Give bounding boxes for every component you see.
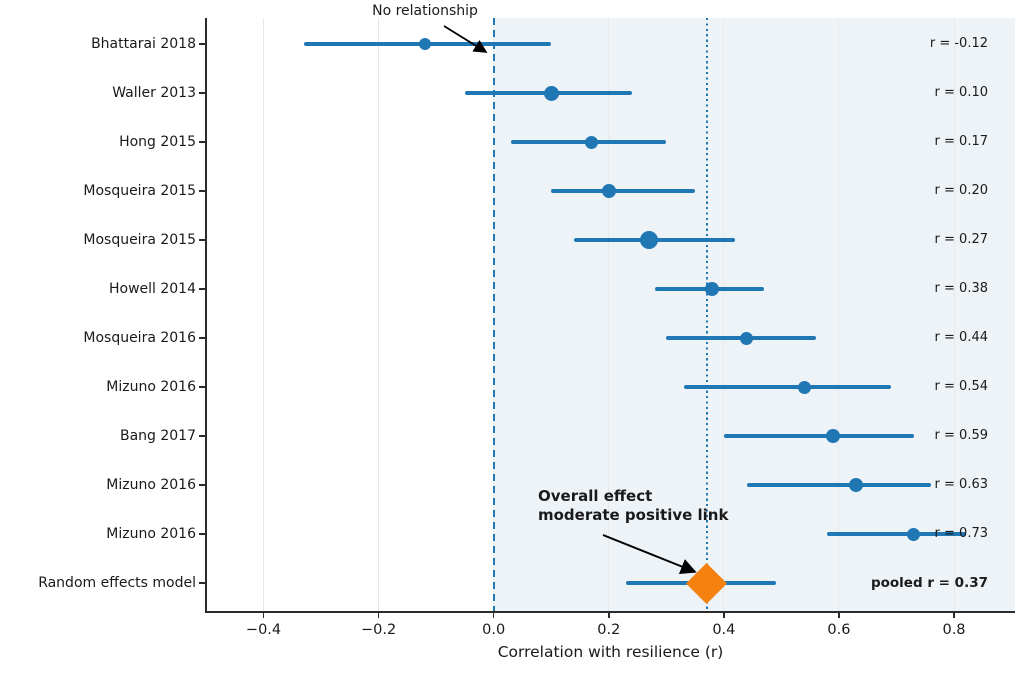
no-relationship-arrow	[443, 25, 488, 53]
y-tick-mark	[199, 92, 206, 94]
ci-error-bar	[827, 532, 966, 536]
r-value-label: r = 0.27	[934, 232, 988, 247]
y-tick-mark	[199, 435, 206, 437]
effect-size-marker	[849, 478, 864, 492]
effect-size-marker	[705, 282, 720, 296]
overall-effect-line1: Overall effect	[538, 487, 653, 505]
effect-size-marker	[585, 135, 598, 149]
study-label: Howell 2014	[108, 281, 196, 297]
study-label: Mizuno 2016	[106, 379, 196, 395]
r-value-label: r = 0.59	[934, 428, 988, 443]
overall-effect-arrow	[602, 534, 697, 574]
study-label: Mizuno 2016	[106, 526, 196, 542]
r-value-label: r = 0.63	[934, 477, 988, 492]
effect-size-marker	[640, 231, 659, 249]
pooled-effect-line	[705, 18, 708, 611]
x-tick-mark	[953, 612, 955, 618]
y-tick-mark	[199, 43, 206, 45]
x-tick-label: 0.2	[597, 622, 621, 638]
ci-error-bar	[723, 434, 914, 438]
y-tick-mark	[199, 533, 206, 535]
y-tick-mark	[199, 337, 206, 339]
study-label: Mosqueira 2016	[83, 330, 196, 346]
pooled-row-label: Random effects model	[38, 575, 196, 591]
gridline	[838, 18, 840, 611]
x-tick-mark	[492, 612, 495, 618]
effect-size-marker	[543, 85, 559, 101]
study-label: Hong 2015	[119, 134, 196, 150]
ci-error-bar	[683, 385, 891, 389]
y-tick-mark	[199, 484, 206, 486]
effect-size-marker	[740, 331, 754, 345]
pooled-value-label: pooled r = 0.37	[870, 575, 988, 591]
gridline	[378, 18, 380, 611]
r-value-label: r = 0.73	[934, 526, 988, 541]
y-tick-mark	[199, 141, 206, 143]
study-label: Mosqueira 2015	[83, 232, 196, 248]
x-tick-mark	[262, 612, 265, 618]
no-relationship-reference-line	[492, 18, 495, 611]
r-value-label: r = 0.44	[934, 330, 988, 345]
y-tick-mark	[199, 288, 206, 290]
r-value-label: r = 0.54	[934, 379, 988, 394]
no-relationship-annotation: No relationship	[372, 3, 478, 19]
x-tick-label: 0.0	[482, 622, 506, 638]
ci-error-bar	[551, 189, 696, 193]
r-value-label: r = -0.12	[929, 36, 988, 51]
gridline	[723, 18, 725, 611]
overall-effect-annotation: Overall effect moderate positive link	[538, 487, 728, 525]
ci-error-bar	[746, 483, 931, 487]
y-tick-mark	[199, 386, 206, 388]
x-tick-label: −0.2	[361, 622, 397, 638]
r-value-label: r = 0.10	[934, 85, 988, 100]
r-value-label: r = 0.20	[934, 183, 988, 198]
gridline	[953, 18, 955, 611]
x-tick-label: 0.4	[712, 622, 736, 638]
r-value-label: r = 0.17	[934, 134, 988, 149]
y-tick-mark	[199, 190, 206, 192]
gridline	[608, 18, 610, 611]
y-tick-mark	[199, 239, 206, 241]
effect-size-marker	[797, 380, 811, 394]
study-label: Mizuno 2016	[106, 477, 196, 493]
positive-region-band	[493, 18, 1015, 611]
r-value-label: r = 0.38	[934, 281, 988, 296]
effect-size-marker	[418, 38, 431, 50]
x-tick-mark	[608, 612, 610, 618]
x-tick-label: 0.8	[942, 622, 966, 638]
overall-effect-line2: moderate positive link	[538, 506, 729, 524]
effect-size-marker	[826, 429, 841, 443]
study-label: Mosqueira 2015	[83, 183, 196, 199]
x-tick-mark	[377, 612, 380, 618]
x-tick-label: −0.4	[245, 622, 282, 638]
y-axis-spine	[205, 18, 207, 612]
study-label: Bhattarai 2018	[91, 36, 196, 52]
gridline	[263, 18, 265, 611]
x-tick-mark	[723, 612, 725, 618]
study-label: Bang 2017	[119, 428, 196, 444]
x-axis-title: Correlation with resilience (r)	[497, 643, 724, 661]
effect-size-marker	[907, 527, 921, 541]
x-tick-label: 0.6	[827, 622, 851, 638]
y-tick-mark	[199, 582, 206, 584]
study-label: Waller 2013	[112, 85, 196, 101]
x-axis-spine	[205, 611, 1015, 613]
x-tick-mark	[838, 612, 840, 618]
effect-size-marker	[601, 184, 616, 198]
